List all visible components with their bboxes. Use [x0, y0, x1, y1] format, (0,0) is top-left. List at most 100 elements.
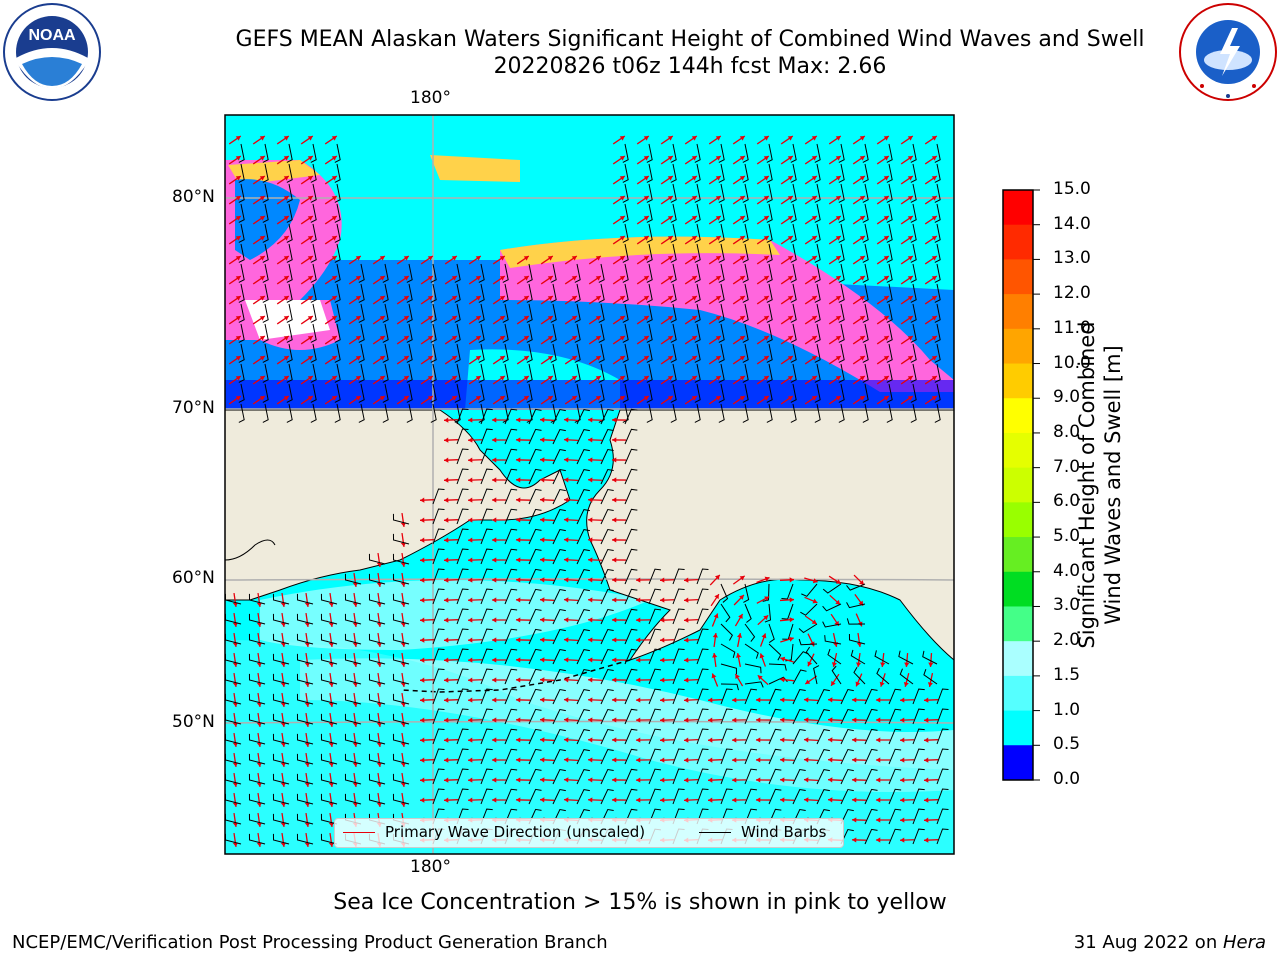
wind-barb [368, 793, 386, 805]
wave-arrow-head [691, 196, 697, 201]
wind-barb [480, 488, 493, 505]
wave-arrow-head [355, 396, 361, 401]
wave-arrow-head [883, 136, 889, 141]
wind-barb [862, 243, 869, 263]
wind-barb [550, 323, 557, 343]
wave-arrow-head [811, 619, 817, 625]
wave-arrow-head [492, 417, 497, 423]
wave-arrow-head [400, 602, 406, 607]
wave-arrow-head [708, 797, 713, 803]
wave-arrow-head [667, 256, 673, 261]
wind-barb [622, 383, 629, 403]
wave-arrow-head [475, 336, 481, 341]
wave-arrow-head [643, 296, 649, 301]
wave-arrow-head [636, 597, 641, 603]
wind-barb [624, 428, 638, 445]
wave-arrow-head [619, 156, 625, 161]
wind-barb [238, 183, 245, 203]
wave-arrow-head [540, 597, 545, 603]
wind-barb [646, 403, 653, 423]
wind-barb [478, 343, 485, 363]
wave-arrow-head [715, 156, 721, 161]
wind-barb [936, 788, 949, 805]
wave-arrow-head [259, 336, 265, 341]
wind-barb [456, 708, 469, 725]
wave-arrow-head [780, 677, 785, 683]
wave-arrow-head [352, 622, 358, 627]
wave-arrow-head [304, 722, 310, 727]
wave-arrow-head [715, 396, 721, 401]
wave-arrow-head [900, 697, 905, 703]
wind-barb [814, 223, 821, 243]
wind-barb [766, 203, 773, 223]
wind-barb [504, 508, 518, 525]
wind-barb [862, 363, 869, 383]
wave-arrow-head [564, 577, 569, 583]
wind-barb [392, 713, 410, 725]
wave-arrow-head [328, 662, 334, 667]
wind-barb [912, 768, 925, 785]
wave-arrow-head [900, 757, 905, 763]
wave-arrow-head [907, 396, 913, 401]
wave-arrow-head [235, 276, 241, 281]
wave-arrow-head [232, 622, 238, 627]
wave-arrow-head [811, 316, 817, 321]
wave-arrow-head [715, 216, 721, 221]
wave-arrow-head [811, 176, 817, 181]
colorbar-segment [1003, 224, 1033, 260]
wind-barb [432, 768, 445, 785]
wave-arrow-head [468, 517, 473, 523]
wind-barb [550, 343, 557, 363]
wave-arrow-head [739, 276, 745, 281]
wind-barb [432, 648, 445, 665]
wave-arrow-head [376, 802, 382, 807]
wave-arrow-head [232, 642, 238, 647]
wind-barb [816, 689, 830, 705]
wind-barb [624, 788, 638, 805]
wave-arrow-head [643, 196, 649, 201]
wave-arrow-head [739, 336, 745, 341]
wave-arrow-head [427, 296, 433, 301]
colorbar-segment [1003, 294, 1033, 330]
wind-barb [432, 728, 445, 745]
wind-barb [368, 753, 386, 765]
wind-barb [790, 383, 797, 403]
wave-arrow-head [256, 842, 262, 847]
wave-arrow-head [660, 577, 665, 583]
wave-arrow-head [684, 677, 689, 683]
wave-arrow-head [376, 742, 382, 747]
wave-arrow-head [232, 822, 238, 827]
wind-barb [744, 728, 757, 745]
wave-arrow-head [856, 642, 862, 647]
wind-barb [454, 403, 461, 423]
wind-barb [480, 648, 493, 665]
wind-barb [670, 403, 677, 423]
wave-arrow-head [403, 296, 409, 301]
wind-barb [406, 343, 413, 363]
wave-arrow-head [492, 537, 497, 543]
wind-barb [696, 628, 709, 645]
wind-barb [694, 203, 701, 223]
wind-barb [934, 323, 941, 343]
wind-barb [552, 528, 566, 545]
wave-arrow-head [444, 557, 449, 563]
wind-barb [648, 588, 661, 605]
wave-arrow-head [492, 737, 497, 743]
wave-arrow-head [280, 782, 286, 787]
wave-arrow-head [643, 136, 649, 141]
wave-arrow-head [876, 757, 881, 763]
wind-barb [248, 713, 266, 725]
wave-arrow-head [852, 817, 857, 823]
wind-barb [670, 383, 677, 403]
wave-arrow-head [636, 777, 641, 783]
wave-arrow-head [355, 376, 361, 381]
wave-arrow-head [780, 717, 785, 723]
wind-barb [504, 768, 518, 785]
wave-arrow-head [331, 376, 337, 381]
wave-arrow-head [547, 396, 553, 401]
wave-arrow-head [715, 356, 721, 361]
wave-arrow-head [931, 256, 937, 261]
wind-barb [814, 283, 821, 303]
wave-arrow-head [739, 156, 745, 161]
wave-arrow-head [732, 737, 737, 743]
